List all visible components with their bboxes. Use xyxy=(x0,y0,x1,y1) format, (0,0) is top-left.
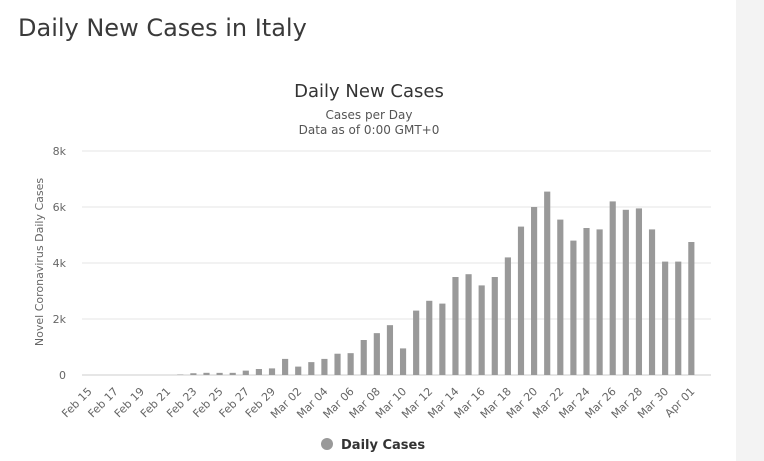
bar-mar-14[interactable] xyxy=(452,277,459,375)
right-gutter xyxy=(736,0,764,461)
x-tick-label: Apr 01 xyxy=(662,385,697,420)
bar-mar-07[interactable] xyxy=(360,340,367,375)
bar-mar-29[interactable] xyxy=(648,229,656,375)
bar-mar-05[interactable] xyxy=(334,353,341,375)
bar-mar-23[interactable] xyxy=(570,240,577,375)
bar-feb-27[interactable] xyxy=(242,370,249,375)
bar-mar-17[interactable] xyxy=(491,277,498,375)
y-axis-ticks: 0 2k 4k 6k 8k xyxy=(53,145,67,382)
y-axis-title: Novel Coronavirus Daily Cases xyxy=(33,178,46,346)
bar-mar-12[interactable] xyxy=(426,300,433,375)
legend[interactable]: Daily Cases xyxy=(321,438,425,453)
bar-feb-28[interactable] xyxy=(255,369,262,375)
bar-mar-25[interactable] xyxy=(596,229,603,375)
y-tick-label: 0 xyxy=(59,369,66,382)
legend-swatch-daily-cases[interactable] xyxy=(321,438,333,450)
chart-title: Daily New Cases xyxy=(294,81,444,102)
y-tick-label: 4k xyxy=(53,257,67,270)
legend-label-daily-cases[interactable]: Daily Cases xyxy=(341,438,425,453)
bar-mar-18[interactable] xyxy=(504,257,511,375)
bar-mar-22[interactable] xyxy=(557,219,564,375)
bar-mar-06[interactable] xyxy=(347,353,354,375)
bar-mar-19[interactable] xyxy=(517,226,525,375)
bar-mar-27[interactable] xyxy=(622,209,629,375)
y-tick-label: 6k xyxy=(53,201,67,214)
bar-mar-11[interactable] xyxy=(413,310,420,375)
bar-mar-04[interactable] xyxy=(321,358,328,375)
bar-feb-23[interactable] xyxy=(190,373,197,375)
bar-feb-29[interactable] xyxy=(268,368,276,375)
bar-mar-15[interactable] xyxy=(465,274,472,375)
grid-lines xyxy=(82,150,711,376)
bar-mar-30[interactable] xyxy=(662,261,669,375)
bars xyxy=(177,191,695,375)
bar-mar-28[interactable] xyxy=(635,208,643,375)
bar-feb-24[interactable] xyxy=(203,372,210,375)
page-title: Daily New Cases in Italy xyxy=(18,14,307,42)
bar-mar-16[interactable] xyxy=(478,285,485,375)
bar-mar-21[interactable] xyxy=(544,191,551,375)
y-tick-label: 2k xyxy=(53,313,67,326)
bar-mar-02[interactable] xyxy=(295,366,302,375)
chart-subtitle-line-2: Data as of 0:00 GMT+0 xyxy=(299,123,440,137)
bar-mar-03[interactable] xyxy=(308,362,315,375)
bar-mar-10[interactable] xyxy=(399,348,407,375)
bar-mar-01[interactable] xyxy=(282,358,289,375)
chart-subtitle-line-1: Cases per Day xyxy=(326,108,413,122)
bar-mar-09[interactable] xyxy=(386,325,394,375)
bar-apr-01[interactable] xyxy=(688,242,695,375)
bar-mar-20[interactable] xyxy=(531,207,538,375)
bar-mar-24[interactable] xyxy=(583,228,590,375)
bar-feb-26[interactable] xyxy=(229,372,236,375)
bar-mar-26[interactable] xyxy=(609,201,616,375)
bar-mar-08[interactable] xyxy=(373,333,380,375)
bar-mar-31[interactable] xyxy=(675,261,682,375)
y-tick-label: 8k xyxy=(53,145,67,158)
bar-mar-13[interactable] xyxy=(439,303,446,375)
bar-feb-25[interactable] xyxy=(216,372,223,375)
